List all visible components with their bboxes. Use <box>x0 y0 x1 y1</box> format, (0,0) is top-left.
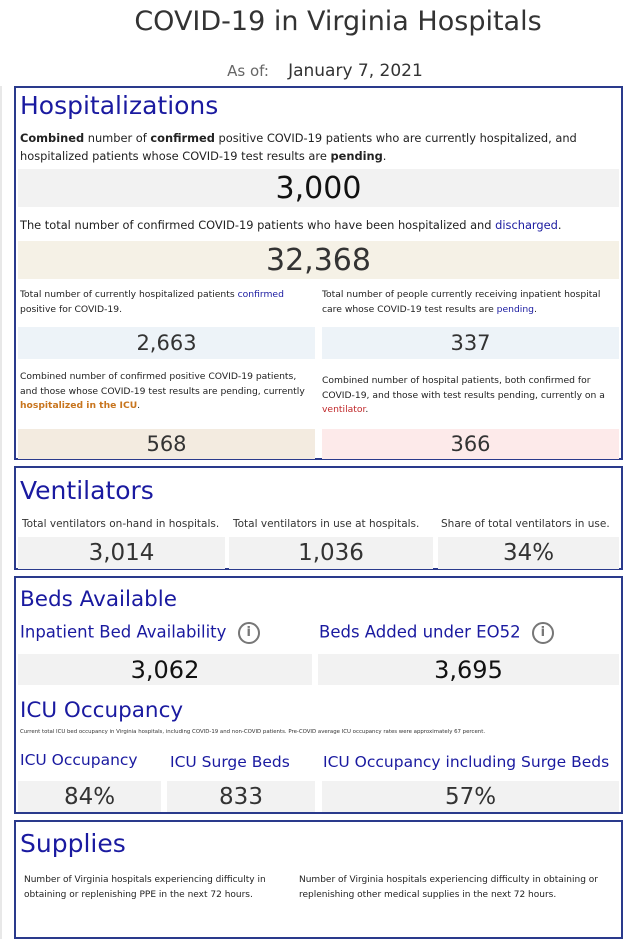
eo52-bed-header: Beds Added under EO52 i <box>319 622 554 644</box>
confirmed-value: 2,663 <box>18 327 315 359</box>
ventilators-inuse-value: 1,036 <box>229 537 433 569</box>
icu-occupancy-title: ICU Occupancy <box>20 698 184 723</box>
icu-description: Combined number of confirmed positive CO… <box>20 371 305 411</box>
hospitalizations-panel: Hospitalizations Combined number of conf… <box>14 86 623 460</box>
hospitalizations-title: Hospitalizations <box>20 91 219 120</box>
ppe-description: Number of Virginia hospitals experiencin… <box>24 875 266 900</box>
discharged-value: 32,368 <box>18 241 619 279</box>
beds-panel: Beds Available Inpatient Bed Availabilit… <box>14 576 623 814</box>
beds-title: Beds Available <box>20 587 177 612</box>
eo52-bed-value: 3,695 <box>318 654 619 685</box>
icu-occupancy-label: ICU Occupancy <box>20 751 138 769</box>
supplies-title: Supplies <box>20 829 126 858</box>
inpatient-bed-header: Inpatient Bed Availability i <box>20 622 260 644</box>
ventilators-panel: Ventilators Total ventilators on-hand in… <box>14 466 623 570</box>
ventilators-share-value: 34% <box>438 537 619 569</box>
icu-surge-value: 833 <box>167 781 315 812</box>
ventilators-inuse-label: Total ventilators in use at hospitals. <box>233 518 420 530</box>
icu-incl-surge-value: 57% <box>322 781 619 812</box>
inpatient-bed-value: 3,062 <box>18 654 312 685</box>
ventilators-share-label: Share of total ventilators in use. <box>441 518 610 530</box>
other-supplies-description: Number of Virginia hospitals experiencin… <box>299 875 598 900</box>
ventilators-title: Ventilators <box>20 476 154 505</box>
icu-incl-surge-label: ICU Occupancy including Surge Beds <box>323 753 610 771</box>
as-of-date: January 7, 2021 <box>288 61 423 81</box>
ventilators-onhand-value: 3,014 <box>18 537 225 569</box>
pending-description: Total number of people currently receivi… <box>322 289 601 315</box>
ventilator-value: 366 <box>322 429 619 459</box>
icu-occupancy-note: Current total ICU bed occupancy in Virgi… <box>20 729 486 735</box>
left-divider <box>0 86 2 939</box>
info-icon[interactable]: i <box>531 622 554 644</box>
ventilators-onhand-label: Total ventilators on-hand in hospitals. <box>22 518 220 530</box>
icu-value: 568 <box>18 429 315 459</box>
supplies-panel: Supplies Number of Virginia hospitals ex… <box>14 820 623 939</box>
page-title: COVID-19 in Virginia Hospitals <box>134 6 542 37</box>
as-of-label: As of: <box>227 62 269 80</box>
as-of-row: As of: January 7, 2021 <box>0 61 623 81</box>
discharged-description: The total number of confirmed COVID-19 p… <box>20 218 562 232</box>
icu-occupancy-value: 84% <box>18 781 161 812</box>
confirmed-description: Total number of currently hospitalized p… <box>20 289 284 315</box>
combined-value: 3,000 <box>18 169 619 207</box>
icu-surge-label: ICU Surge Beds <box>170 753 290 771</box>
combined-description: Combined number of confirmed positive CO… <box>20 131 577 163</box>
info-icon[interactable]: i <box>237 622 260 644</box>
pending-value: 337 <box>322 327 619 359</box>
ventilator-description: Combined number of hospital patients, bo… <box>322 375 605 415</box>
